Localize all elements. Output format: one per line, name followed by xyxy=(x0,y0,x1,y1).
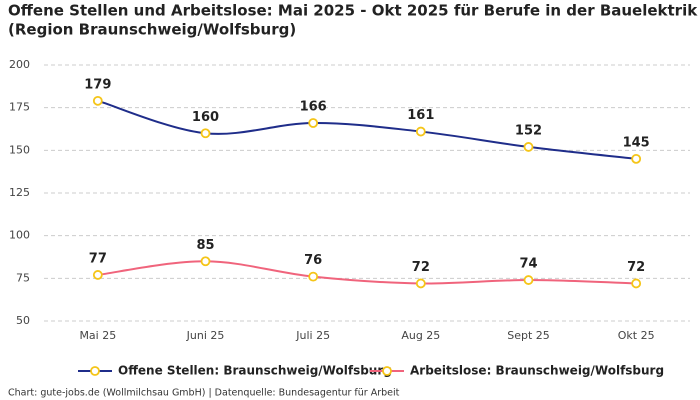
marker xyxy=(415,126,426,137)
series-line xyxy=(97,260,637,285)
x-tick-label: Aug 25 xyxy=(401,329,440,342)
chart-subtitle: (Region Braunschweig/Wolfsburg) xyxy=(8,21,296,39)
y-tick-label: 200 xyxy=(9,58,30,71)
legend-marker xyxy=(382,366,392,376)
chart-title: Offene Stellen und Arbeitslose: Mai 2025… xyxy=(8,2,698,20)
x-tick-label: Okt 25 xyxy=(618,329,655,342)
marker xyxy=(415,278,426,289)
series-line xyxy=(97,99,637,160)
x-tick-label: Juli 25 xyxy=(295,329,330,342)
y-tick-label: 75 xyxy=(16,271,30,284)
value-label: 152 xyxy=(515,123,542,138)
value-label: 85 xyxy=(196,238,214,253)
value-label: 166 xyxy=(300,100,327,115)
marker xyxy=(631,153,642,164)
y-tick-label: 50 xyxy=(16,314,30,327)
y-tick-label: 150 xyxy=(9,143,30,156)
value-label: 76 xyxy=(304,253,322,268)
legend-label: Arbeitslose: Braunschweig/Wolfsburg xyxy=(410,364,664,378)
marker xyxy=(200,256,211,267)
legend-label: Offene Stellen: Braunschweig/Wolfsburg xyxy=(118,364,392,378)
marker xyxy=(308,271,319,282)
marker xyxy=(523,142,534,152)
x-tick-label: Juni 25 xyxy=(186,329,225,342)
value-label: 145 xyxy=(623,135,650,150)
value-label: 160 xyxy=(192,110,219,125)
y-tick-label: 100 xyxy=(9,229,30,242)
x-tick-label: Sept 25 xyxy=(507,329,550,342)
legend-marker xyxy=(90,366,100,376)
value-label: 72 xyxy=(412,260,430,275)
marker xyxy=(200,128,211,139)
value-label: 179 xyxy=(84,77,111,92)
value-label: 74 xyxy=(519,257,537,272)
value-label: 72 xyxy=(627,260,645,275)
y-tick-label: 175 xyxy=(9,101,30,114)
value-label: 161 xyxy=(407,108,434,123)
marker xyxy=(92,95,103,106)
source-note: Chart: gute-jobs.de (Wollmilchsau GmbH) … xyxy=(8,388,400,399)
marker xyxy=(631,278,642,289)
marker xyxy=(92,270,103,280)
value-label: 77 xyxy=(89,251,107,266)
marker xyxy=(308,118,319,128)
y-tick-label: 125 xyxy=(9,186,30,199)
marker xyxy=(523,275,534,285)
x-tick-label: Mai 25 xyxy=(79,329,116,342)
